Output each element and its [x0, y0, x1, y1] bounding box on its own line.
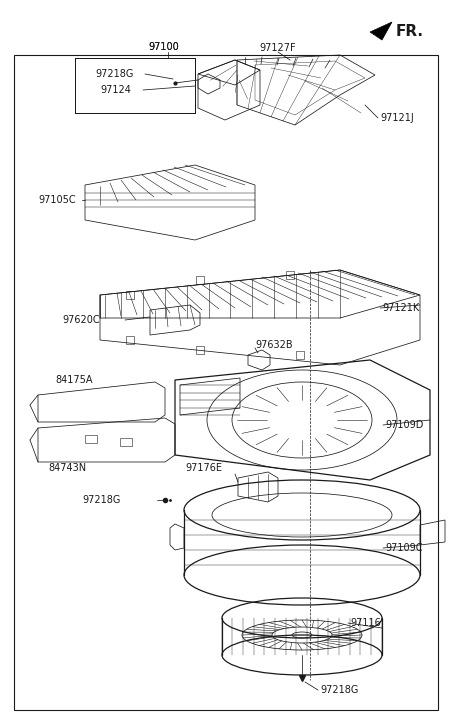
Text: 84175A: 84175A	[55, 375, 92, 385]
Bar	[286, 271, 294, 279]
Text: 97218G: 97218G	[95, 69, 133, 79]
Text: 97632B: 97632B	[255, 340, 293, 350]
Text: 97127F: 97127F	[260, 43, 296, 53]
Text: 97176E: 97176E	[185, 463, 222, 473]
Text: 97105C: 97105C	[38, 195, 76, 205]
Text: FR.: FR.	[396, 25, 424, 39]
Bar	[126, 336, 134, 344]
Text: 84743N: 84743N	[48, 463, 86, 473]
Polygon shape	[370, 22, 392, 40]
Bar	[126, 291, 134, 299]
Text: 97116: 97116	[350, 618, 381, 628]
Text: 97109D: 97109D	[385, 420, 424, 430]
Bar	[75, 58, 195, 113]
Bar	[85, 435, 97, 443]
Text: 97100: 97100	[148, 42, 179, 52]
Bar	[75, 58, 195, 113]
Text: 97218G: 97218G	[320, 685, 358, 695]
Text: 97620C: 97620C	[62, 315, 100, 325]
Text: 97218G: 97218G	[82, 495, 120, 505]
Text: 97121K: 97121K	[382, 303, 419, 313]
Bar	[196, 346, 204, 354]
Bar	[296, 351, 304, 359]
Bar	[196, 276, 204, 284]
Text: 97124: 97124	[100, 85, 131, 95]
Text: 97109C: 97109C	[385, 543, 423, 553]
Bar	[120, 438, 132, 446]
Text: 97121J: 97121J	[380, 113, 414, 123]
Text: 97100: 97100	[148, 42, 179, 52]
